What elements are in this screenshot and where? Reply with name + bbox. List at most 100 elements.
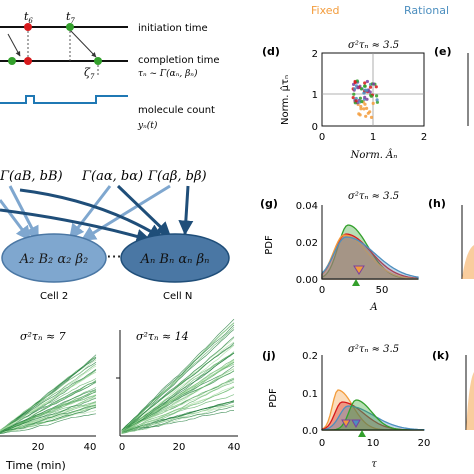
completion-formula: τₙ ~ Γ(αₙ, βₙ)	[138, 68, 198, 79]
cell2-label: Cell 2	[40, 291, 68, 302]
panel-h-density-fixed	[462, 245, 474, 279]
panel-e-letter: (e)	[434, 45, 452, 58]
trajectory-line	[0, 407, 97, 434]
arrow-dark	[0, 208, 152, 244]
scatter-point	[368, 85, 373, 89]
panel-d-ylabel: Norm. μ̂τₙ	[279, 75, 291, 125]
scatter-point	[363, 102, 367, 106]
completion-dot-green	[8, 57, 16, 65]
panel-j-ylabel: PDF	[268, 388, 279, 408]
scatter-point	[369, 94, 373, 98]
molecule-count-trace	[0, 95, 128, 104]
panel-j-ytick: 0.0	[302, 426, 318, 437]
panel-j-marker-triangle	[341, 419, 351, 429]
panel-h: (h)	[428, 197, 474, 279]
panel-g-xlabel: A	[369, 302, 377, 313]
legend-fixed: Fixed	[311, 4, 340, 17]
arrow-dark	[116, 184, 172, 238]
panel-k-density-fixed	[466, 372, 474, 430]
traj2-lines	[121, 318, 235, 434]
scatter-point	[362, 107, 366, 111]
cellN-params: Aₙ Bₙ αₙ βₙ	[140, 252, 210, 267]
gamma-left: Γ(aB, bB)	[0, 169, 63, 184]
trajectory-line	[121, 394, 235, 434]
traj2-xtick: 40	[228, 442, 241, 453]
panel-d-xtick: 2	[421, 132, 427, 143]
panel-d-xlabel: Norm. Âₙ	[350, 149, 398, 161]
scatter-point	[363, 84, 367, 88]
panel-j: (j) σ²τₙ ≈ 3.5 PDF 0 10 20 0.0 0.1 0.2 τ	[262, 344, 430, 470]
arrow	[7, 33, 21, 57]
panel-g-true-marker	[352, 279, 360, 286]
ellipsis-dots: ···	[106, 247, 121, 266]
scatter-point	[372, 82, 376, 86]
trajectory-panel-1: σ²τₙ ≈ 7 20 40	[0, 330, 96, 453]
trajectory-line	[0, 378, 97, 434]
trajectory-line	[121, 342, 235, 434]
scatter-point	[363, 95, 367, 99]
traj1-title: σ²τₙ ≈ 7	[20, 330, 66, 343]
trajectory-line	[121, 361, 235, 434]
trajectory-line	[121, 404, 235, 434]
trajectory-line	[121, 380, 235, 434]
trajectory-panel-2: σ²τₙ ≈ 14 0 20 40	[116, 318, 241, 453]
completion-dot-green-2	[94, 57, 102, 65]
scatter-point	[375, 100, 379, 104]
timeline-diagram: t6 t7 ζ7 initiation time completion time…	[0, 10, 220, 131]
panel-g: (g) σ²τₙ ≈ 3.5 PDF 0 50 0.00 0.02 0.04 A	[260, 191, 419, 313]
cellN-ellipse	[120, 233, 230, 283]
panel-j-densities	[321, 389, 425, 431]
trajectory-line	[121, 345, 235, 434]
panel-j-letter: (j)	[262, 349, 276, 362]
scatter-point	[375, 94, 379, 98]
scatter-point	[365, 106, 369, 110]
arrow-light	[68, 185, 112, 240]
panel-g-xtick: 50	[376, 285, 389, 296]
zeta7-label: ζ7	[84, 66, 95, 81]
scatter-point	[360, 99, 364, 104]
panel-g-title: σ²τₙ ≈ 3.5	[348, 191, 399, 202]
panel-h-letter: (h)	[428, 197, 446, 210]
trajectory-line	[121, 381, 235, 434]
scatter-point	[359, 87, 363, 91]
molecule-count-label: molecule count	[138, 105, 215, 116]
trajectory-line	[0, 381, 97, 434]
trajectory-line	[121, 324, 235, 434]
scatter-point	[362, 91, 366, 95]
scatter-point	[363, 81, 367, 85]
scatter-point	[359, 104, 363, 109]
panel-j-ytick: 0.1	[302, 389, 318, 400]
scatter-point	[353, 80, 357, 85]
t6-label: t6	[24, 10, 33, 25]
trajectory-line	[0, 413, 97, 434]
panel-k: (k)	[432, 349, 474, 430]
scatter-point	[374, 85, 378, 89]
trajectory-line	[121, 361, 235, 434]
arrow-light	[0, 199, 32, 242]
scatter-point	[364, 114, 368, 118]
gamma-mid: Γ(aα, bα)	[81, 169, 143, 184]
panel-g-density	[321, 234, 419, 280]
panel-g-ylabel: PDF	[264, 235, 275, 255]
trajectory-line	[0, 371, 97, 434]
scatter-point	[359, 107, 363, 111]
scatter-point	[368, 90, 372, 94]
panel-g-ytick: 0.04	[296, 201, 318, 212]
arrow-dark	[19, 188, 164, 240]
scatter-point	[354, 99, 358, 103]
trajectory-line	[121, 327, 235, 434]
arrow	[69, 29, 97, 58]
panel-g-ytick: 0.00	[296, 275, 318, 286]
traj-xlabel: Time (min)	[5, 459, 66, 472]
panel-g-densities	[321, 224, 419, 280]
panel-j-xtick: 20	[418, 438, 431, 449]
initiation-dot-red	[24, 23, 32, 31]
t7-label: t7	[66, 10, 75, 25]
traj1-xtick: 20	[32, 442, 45, 453]
panel-d-title: σ²τₙ ≈ 3.5	[348, 40, 399, 51]
scatter-point	[353, 87, 357, 91]
scatter-point	[358, 113, 362, 117]
scatter-point	[352, 92, 356, 96]
completion-time-label: completion time	[138, 55, 220, 66]
scatter-point	[351, 96, 355, 100]
